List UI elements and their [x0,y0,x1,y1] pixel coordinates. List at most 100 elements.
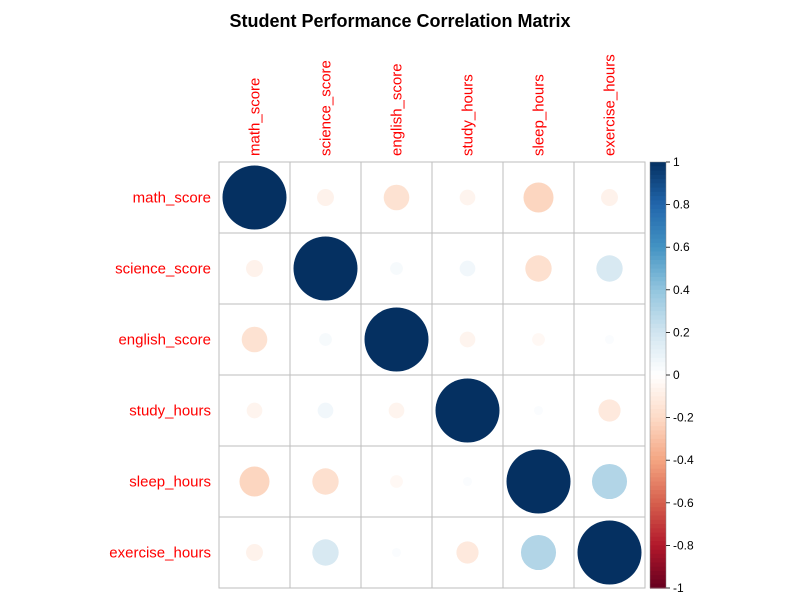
colorbar-segment [650,460,666,466]
colorbar-segment [650,579,666,585]
correlation-circle-exercise_hours-study_hours [456,541,479,564]
correlation-circle-science_score-sleep_hours [525,255,552,282]
colorbar-segment [650,247,666,253]
correlation-circle-science_score-english_score [390,262,403,275]
correlation-circle-exercise_hours-english_score [391,547,402,558]
correlation-circle-study_hours-study_hours [435,378,500,443]
colorbar-tick-label: 0 [673,368,680,382]
colorbar-segment [650,213,666,218]
correlation-circles [222,165,642,585]
colorbar-segment [650,409,666,414]
colorbar-segment [650,549,666,555]
colorbar-segment [650,191,666,197]
colorbar-segment [650,208,666,214]
colorbar-segment [650,524,666,529]
column-label-sleep_hours: sleep_hours [531,74,548,156]
colorbar-segment [650,562,666,568]
colorbar-segment [650,413,666,419]
colorbar-segment [650,225,666,231]
colorbar-segment [650,268,666,274]
colorbar-segment [650,302,666,308]
colorbar-segment [650,477,666,483]
colorbar-segment [650,494,666,500]
colorbar-tick-label: -0.6 [673,496,694,510]
column-label-science_score: science_score [318,60,335,156]
colorbar-segment [650,259,666,265]
colorbar-segment [650,515,666,521]
correlation-circle-sleep_hours-sleep_hours [506,449,571,514]
colorbar-segment [650,566,666,572]
correlation-circle-exercise_hours-sleep_hours [520,534,557,571]
colorbar-tick-label: -0.4 [673,453,694,467]
colorbar-segment [650,545,666,551]
colorbar-segment [650,379,666,385]
colorbar-segment [650,272,666,278]
column-label-exercise_hours: exercise_hours [602,54,619,156]
colorbar-segment [650,558,666,564]
colorbar-segment [650,200,666,206]
colorbar-segment [650,396,666,402]
correlation-circle-science_score-exercise_hours [596,255,623,282]
colorbar-segment [650,289,666,295]
colorbar-segment [650,507,666,512]
column-label-math_score: math_score [247,78,264,156]
row-label-english_score: english_score [118,332,211,349]
colorbar-segment [650,162,666,167]
colorbar-segment [650,221,666,227]
colorbar-segment [650,179,666,184]
colorbar-segment [650,311,666,316]
colorbar-segment [650,468,666,474]
grid-cell [573,516,646,589]
colorbar-segment [650,332,666,338]
colorbar-segment [650,370,666,376]
colorbar-tick-label: 0.2 [673,325,690,339]
colorbar-segment [650,541,666,546]
colorbar-segment [650,387,666,393]
colorbar-segment [650,353,666,359]
colorbar-segment [650,498,666,504]
colorbar-segment [650,430,666,436]
correlation-circle-sleep_hours-science_score [312,468,339,495]
colorbar-segment [650,196,666,201]
correlation-circle-math_score-science_score [317,189,334,206]
colorbar-segment [650,366,666,372]
correlation-circle-sleep_hours-english_score [390,475,403,488]
colorbar-segment [650,306,666,312]
colorbar-segment [650,392,666,397]
colorbar-segment [650,553,666,559]
correlation-circle-sleep_hours-study_hours [462,476,473,487]
colorbar-segment [650,323,666,329]
colorbar-segment [650,451,666,457]
colorbar-tick-label: 0.8 [673,198,690,212]
colorbar-segment [650,532,666,538]
colorbar-segment [650,481,666,487]
colorbar-tick-label: -0.2 [673,411,694,425]
colorbar-segment [650,438,666,444]
colorbar-segment [650,281,666,287]
colorbar-segment [650,400,666,406]
colorbar-segment [650,328,666,333]
colorbar-segment [650,455,666,461]
colorbar-segment [650,570,666,576]
colorbar-segment [650,485,666,491]
colorbar-segment [650,234,666,240]
matrix-grid [218,161,646,589]
correlation-circle-english_score-study_hours [459,331,476,348]
correlation-circle-study_hours-english_score [388,402,405,419]
column-label-english_score: english_score [389,63,406,156]
colorbar-segment [650,375,666,380]
correlation-circle-math_score-exercise_hours [601,189,618,206]
correlation-circle-study_hours-exercise_hours [598,399,621,422]
column-labels: math_score science_score english_score stud… [247,54,619,156]
colorbar-segment [650,417,666,423]
correlation-circle-study_hours-math_score [246,402,263,419]
colorbar-segment [650,536,666,542]
colorbar-segment [650,183,666,189]
colorbar-segment [650,294,666,299]
colorbar-tick-label: 0.4 [673,283,690,297]
row-label-science_score: science_score [115,261,211,278]
correlation-circle-sleep_hours-math_score [239,466,270,497]
colorbar-segment [650,349,666,355]
colorbar-segment [650,434,666,440]
